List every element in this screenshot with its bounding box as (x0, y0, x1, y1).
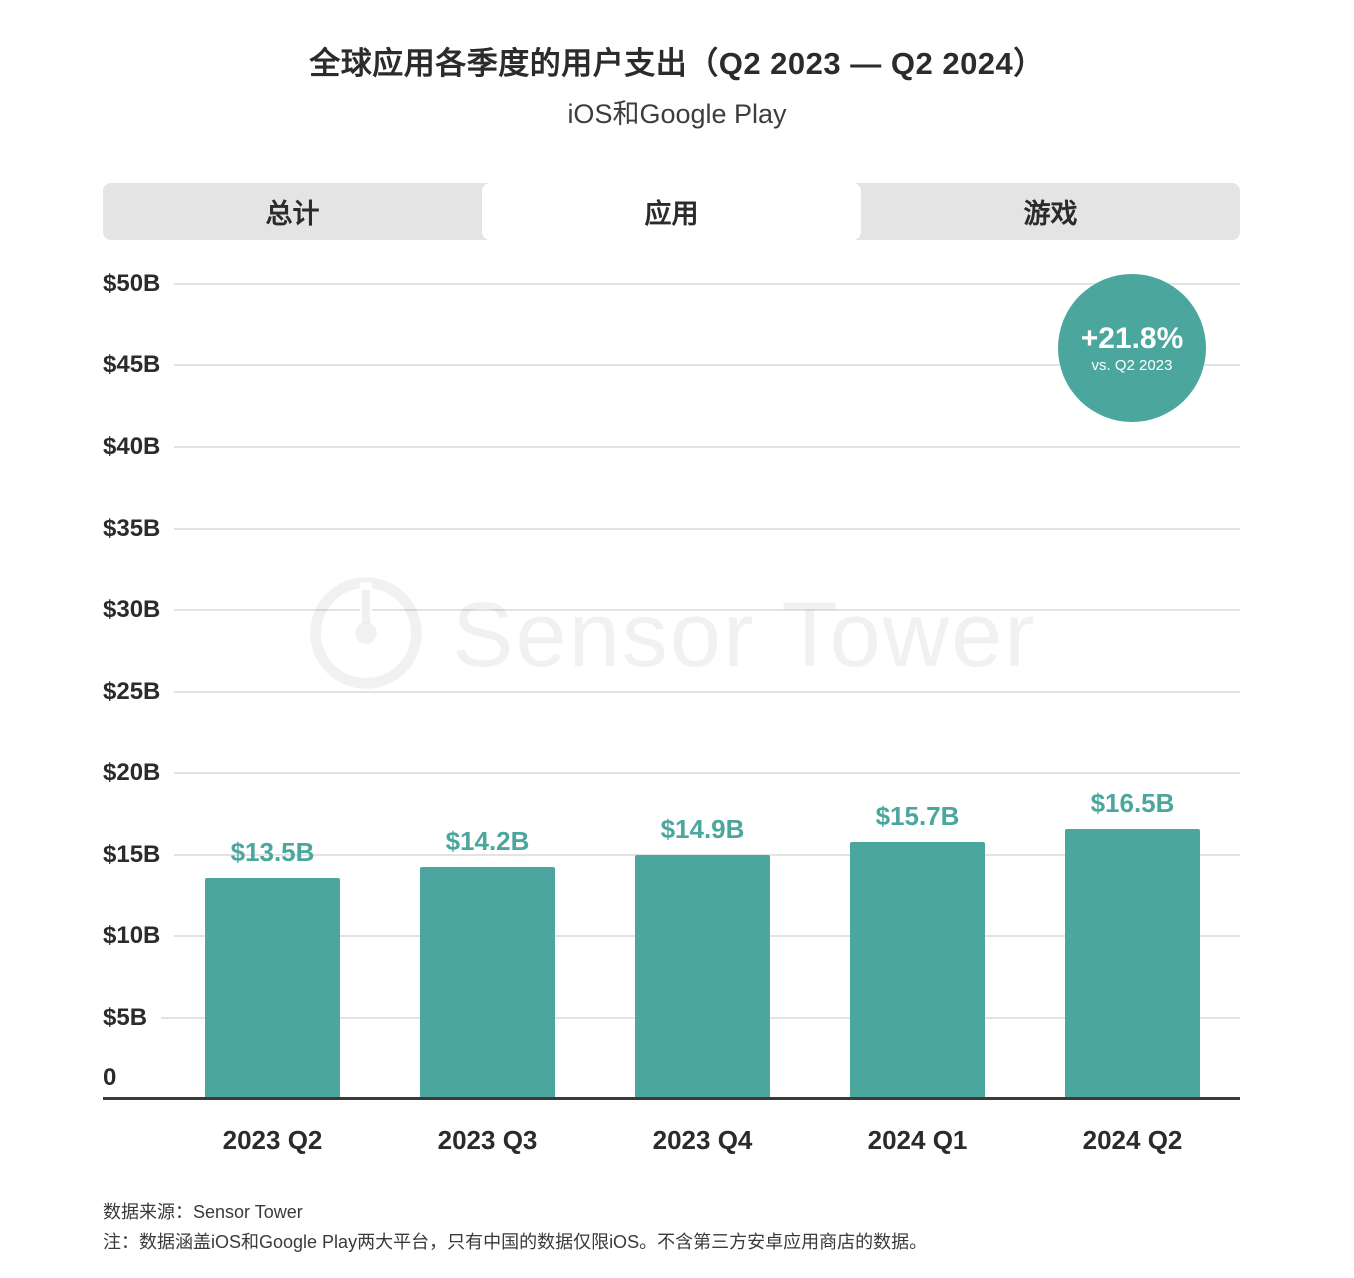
gridline (103, 609, 1240, 611)
bar (635, 855, 770, 1098)
bars-layer: $13.5B 2023 Q2 $14.2B 2023 Q3 $14.9B 2023 Q4 $… (165, 283, 1240, 1155)
bar-value-label: $14.9B (660, 814, 745, 844)
tab-bar: 总计 应用 游戏 (103, 183, 1240, 240)
bar (850, 842, 985, 1098)
growth-badge: +21.8% vs. Q2 2023 (1058, 274, 1206, 422)
x-axis-label: 2024 Q2 (1082, 1125, 1183, 1155)
bar-group-2024-q2: $16.5B 2024 Q2 (1025, 283, 1240, 1155)
bar-group-2023-q2: $13.5B 2023 Q2 (165, 283, 380, 1155)
bar (420, 867, 555, 1098)
y-axis-label: $45B (103, 349, 175, 381)
y-axis-label: $5B (103, 1002, 162, 1034)
methodology-note: 注：数据涵盖iOS和Google Play两大平台，只有中国的数据仅限iOS。不… (103, 1232, 928, 1252)
data-source-note: 数据来源：Sensor Tower (103, 1202, 303, 1222)
x-axis-label: 2023 Q4 (652, 1125, 753, 1155)
y-axis-label: $15B (103, 839, 175, 871)
growth-badge-caption: vs. Q2 2023 (1091, 357, 1173, 374)
tab-games[interactable]: 游戏 (1023, 199, 1078, 229)
x-axis-label: 2023 Q3 (437, 1125, 538, 1155)
y-axis-label: $30B (103, 594, 175, 626)
gridline (103, 691, 1240, 693)
bar-value-label: $16.5B (1090, 788, 1175, 818)
tab-total[interactable]: 总计 (265, 199, 320, 229)
y-axis-label: 0 (103, 1062, 131, 1094)
chart-title: 全球应用各季度的用户支出（Q2 2023 — Q2 2024） (309, 46, 1045, 81)
y-axis-label: $35B (103, 513, 175, 545)
y-axis-label: $20B (103, 757, 175, 789)
gridline (103, 772, 1240, 774)
gridline (103, 364, 1240, 366)
gridline (103, 446, 1240, 448)
tab-apps[interactable]: 应用 (482, 183, 861, 240)
x-axis-label: 2023 Q2 (222, 1125, 323, 1155)
bar-group-2024-q1: $15.7B 2024 Q1 (810, 283, 1025, 1155)
y-axis-label: $10B (103, 920, 175, 952)
bar-value-label: $14.2B (445, 826, 530, 856)
growth-badge-value: +21.8% (1080, 322, 1184, 355)
y-axis-label: $25B (103, 676, 175, 708)
bar (1065, 829, 1200, 1098)
bar-chart: $50B $45B $40B $35B $30B $25B $20B $15B $10B $5B 0… (103, 268, 1240, 1155)
bar (205, 878, 340, 1098)
bar-value-label: $13.5B (230, 837, 315, 867)
x-axis-line (103, 1097, 1240, 1100)
bar-value-label: $15.7B (875, 801, 960, 831)
x-axis-label: 2024 Q1 (867, 1125, 968, 1155)
y-axis-label: $40B (103, 431, 175, 463)
bar-group-2023-q4: $14.9B 2023 Q4 (595, 283, 810, 1155)
gridline (103, 528, 1240, 530)
y-axis-label: $50B (103, 268, 175, 300)
bar-group-2023-q3: $14.2B 2023 Q3 (380, 283, 595, 1155)
gridline (103, 283, 1240, 285)
chart-subtitle: iOS和Google Play (567, 99, 787, 129)
